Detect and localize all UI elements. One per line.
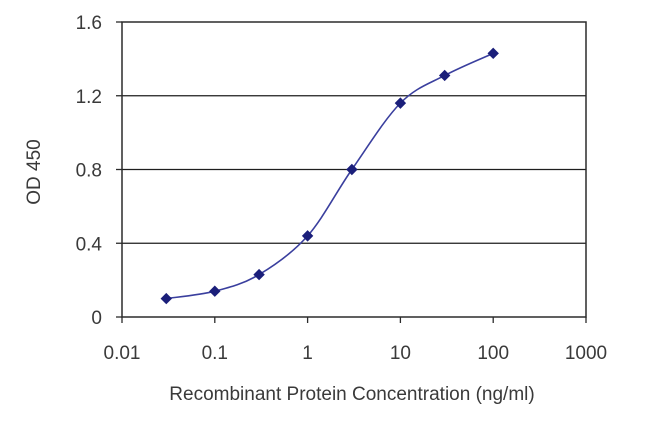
x-tick-label-4: 100	[477, 343, 509, 364]
data-point-1	[209, 285, 221, 297]
data-point-5	[394, 97, 407, 109]
data-point-3	[301, 230, 314, 242]
data-point-7	[487, 47, 499, 60]
ticks-layer: 0 0.4 0.8 1.2 1.6 0.01 0.1 1 10 100 1000	[76, 13, 608, 364]
x-tick-label-3: 10	[390, 343, 411, 364]
x-tick-label-2: 1	[302, 343, 313, 364]
x-tick-label-5: 1000	[565, 343, 607, 364]
x-tick-label-0: 0.01	[104, 343, 141, 364]
data-point-4	[346, 163, 358, 176]
x-tick-label-1: 0.1	[202, 343, 228, 364]
y-tick-label-1: 0.4	[76, 234, 103, 255]
data-point-6	[438, 69, 451, 82]
y-axis-title: OD 450	[24, 139, 45, 204]
y-tick-label-3: 1.2	[76, 87, 102, 108]
y-tick-label-2: 0.8	[76, 161, 102, 182]
data-point-0	[160, 292, 172, 305]
series-layer	[160, 47, 499, 305]
y-tick-label-4: 1.6	[76, 13, 102, 34]
data-point-2	[253, 268, 265, 281]
series-line-0	[166, 52, 494, 300]
y-tick-label-0: 0	[91, 308, 102, 329]
x-axis-title: Recombinant Protein Concentration (ng/ml…	[169, 384, 534, 405]
